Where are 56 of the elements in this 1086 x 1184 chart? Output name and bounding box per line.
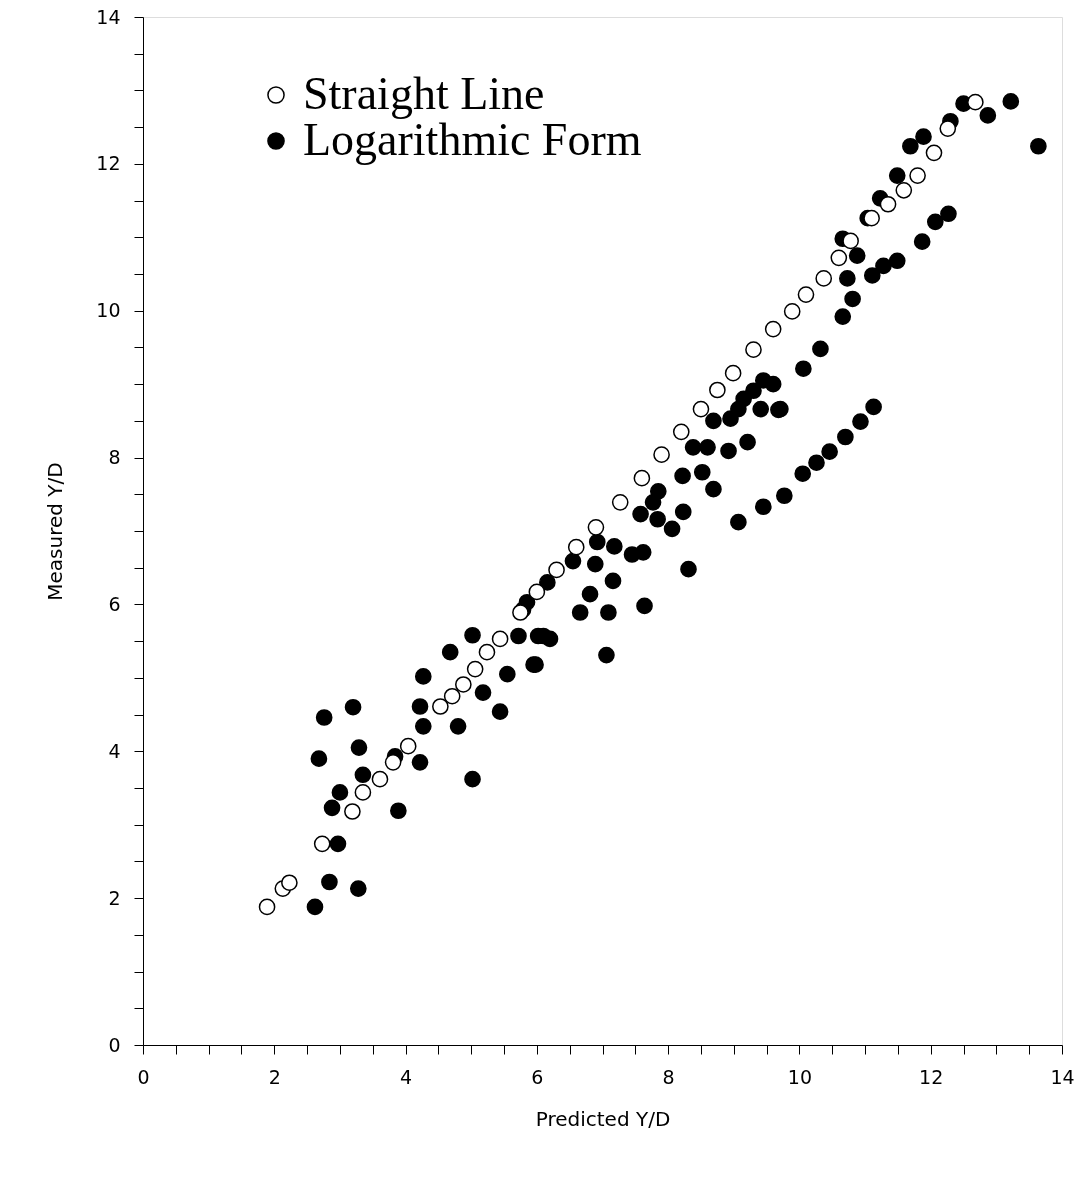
- point: [633, 469, 651, 487]
- point: [491, 630, 509, 648]
- x-tick-label: 8: [662, 1065, 675, 1088]
- x-tick-label: 10: [787, 1065, 813, 1088]
- y-tick-label: 4: [108, 739, 121, 762]
- point: [399, 737, 417, 755]
- point: [455, 676, 472, 693]
- point: [967, 93, 984, 111]
- y-tick-label: 0: [108, 1033, 121, 1056]
- x-tick-label: 12: [919, 1065, 944, 1088]
- point: [909, 167, 926, 184]
- point: [672, 423, 690, 441]
- x-axis-title: Predicted Y/D: [535, 1106, 671, 1131]
- point: [443, 687, 461, 705]
- point: [567, 538, 585, 556]
- point: [587, 519, 605, 536]
- point: [432, 698, 449, 715]
- point: [863, 209, 880, 227]
- y-tick-label: 10: [96, 299, 121, 322]
- point: [842, 232, 859, 250]
- y-tick-label: 8: [108, 446, 121, 469]
- point: [466, 660, 484, 678]
- point: [548, 561, 565, 579]
- point: [344, 803, 361, 820]
- point: [281, 874, 298, 892]
- x-tick-label: 2: [268, 1065, 281, 1088]
- y-tick-label: 6: [108, 592, 121, 615]
- point: [692, 400, 710, 418]
- point: [939, 120, 957, 137]
- x-tick-label: 14: [1050, 1065, 1075, 1088]
- point: [764, 320, 782, 338]
- point: [879, 195, 897, 213]
- x-tick-label: 6: [531, 1065, 544, 1088]
- point: [925, 144, 943, 162]
- point: [783, 303, 801, 320]
- y-tick-label: 14: [96, 5, 121, 28]
- point: [354, 784, 372, 801]
- x-tick-label: 4: [400, 1065, 413, 1088]
- point: [815, 270, 833, 287]
- y-tick-label: 12: [96, 152, 121, 175]
- point: [384, 753, 402, 771]
- y-axis-title: Measured Y/D: [43, 462, 68, 601]
- point: [653, 446, 670, 463]
- y-tick-label: 2: [108, 886, 121, 909]
- x-tick-label: 0: [137, 1065, 150, 1088]
- point: [830, 249, 848, 267]
- point: [895, 181, 913, 199]
- point: [371, 770, 389, 788]
- point: [478, 643, 496, 661]
- point: [724, 364, 742, 382]
- point: [797, 286, 815, 303]
- point: [611, 494, 629, 511]
- point: [709, 381, 726, 399]
- point: [258, 898, 276, 916]
- point: [745, 341, 762, 358]
- point: [313, 835, 331, 853]
